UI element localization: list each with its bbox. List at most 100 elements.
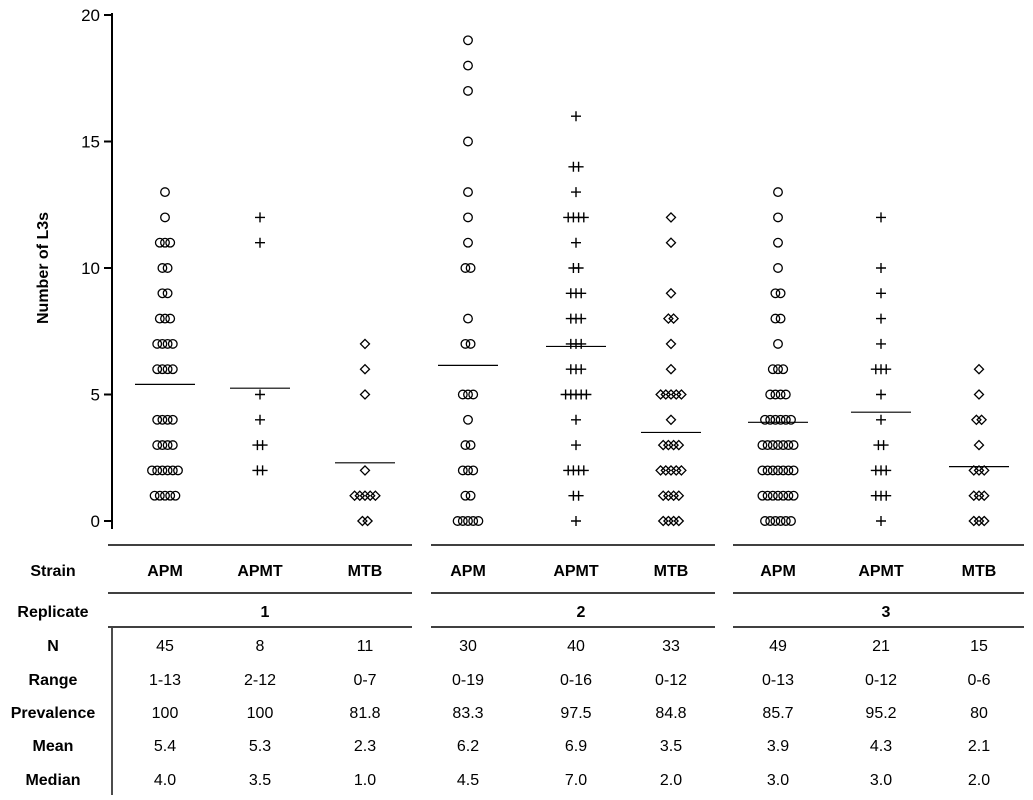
circle-point: [465, 338, 476, 349]
circle-point: [157, 465, 168, 476]
circle-point: [463, 60, 473, 71]
circle-point: [157, 338, 168, 349]
cell-prevalence: 83.3: [452, 705, 483, 722]
circle-point: [162, 414, 173, 425]
plus-point: [878, 440, 889, 451]
diamond-point: [976, 414, 988, 426]
row-label-prevalence: Prevalence: [11, 705, 96, 722]
circle-point: [154, 237, 165, 248]
mean-lines: [135, 345, 1009, 468]
circle-point: [767, 440, 778, 451]
plus-point: [255, 237, 265, 248]
cell-prevalence: 95.2: [865, 705, 896, 722]
circle-point: [465, 490, 476, 501]
diamond-point: [973, 439, 985, 451]
circle-point: [157, 440, 168, 451]
plus-point: [581, 389, 592, 400]
circle-point: [157, 414, 168, 425]
cell-mean: 4.3: [870, 738, 892, 755]
y-axis: 0 5 10 15 20: [81, 6, 113, 531]
circle-point: [775, 389, 786, 400]
cell-mean: 2.1: [968, 738, 990, 755]
strain-label: APMT: [858, 563, 904, 580]
circle-point: [468, 516, 479, 526]
circle-point: [783, 440, 794, 451]
cell-range: 0-6: [967, 672, 990, 689]
summary-table: Strain Replicate N Range Prevalence Mean Media…: [11, 544, 1024, 795]
plus-point: [576, 313, 587, 324]
circle-point: [160, 187, 170, 198]
cell-range: 1-13: [149, 672, 181, 689]
circle-point: [162, 288, 173, 299]
cell-n: 49: [769, 638, 787, 655]
cell-n: 8: [256, 638, 265, 655]
cell-range: 0-16: [560, 672, 592, 689]
plus-point: [257, 440, 268, 451]
plus-point: [876, 313, 886, 324]
circle-point: [788, 465, 799, 476]
circle-point: [465, 263, 476, 273]
cell-median: 2.0: [660, 772, 682, 789]
circle-point: [788, 490, 799, 501]
diamond-point: [973, 389, 985, 400]
circle-point: [773, 364, 783, 375]
plus-point: [578, 212, 589, 223]
circle-point: [154, 490, 165, 501]
circle-point: [162, 364, 173, 375]
circle-point: [760, 516, 770, 526]
plus-point: [576, 364, 587, 375]
circle-point: [162, 440, 173, 451]
plus-point: [573, 161, 584, 172]
circle-point: [765, 516, 776, 526]
row-label-median: Median: [25, 772, 80, 789]
circle-point: [167, 440, 178, 451]
strain-label: APM: [147, 563, 183, 580]
plus-point: [571, 187, 581, 198]
cell-median: 1.0: [354, 772, 376, 789]
cell-n: 21: [872, 638, 890, 655]
diamond-point: [362, 515, 374, 527]
strain-label: MTB: [654, 563, 689, 580]
circle-point: [457, 516, 468, 526]
plus-point: [881, 490, 892, 501]
circle-point: [173, 465, 183, 476]
circle-point: [757, 465, 768, 476]
cell-prevalence: 100: [247, 705, 274, 722]
y-tick-label: 20: [81, 6, 100, 25]
circle-point: [160, 237, 170, 248]
circle-point: [762, 440, 773, 451]
circle-point: [165, 237, 176, 248]
diamond-point: [673, 515, 685, 527]
circle-point: [162, 338, 173, 349]
cell-range: 0-12: [865, 672, 897, 689]
row-label-strain: Strain: [30, 563, 75, 580]
plus-point: [573, 490, 584, 501]
circle-point: [786, 516, 796, 526]
circle-point: [160, 313, 170, 324]
circle-point: [760, 414, 770, 425]
cell-n: 30: [459, 638, 477, 655]
circle-point: [473, 516, 484, 526]
diamond-point: [359, 464, 371, 476]
plus-point: [255, 414, 265, 425]
circle-point: [463, 212, 473, 223]
diamond-point: [978, 515, 990, 527]
circle-point: [773, 187, 783, 198]
strain-label: MTB: [962, 563, 997, 580]
cell-median: 4.5: [457, 772, 479, 789]
circle-point: [167, 338, 178, 349]
diamond-point: [359, 389, 371, 400]
circle-point: [463, 85, 473, 96]
circle-point: [460, 263, 471, 273]
circle-point: [463, 414, 473, 425]
replicate-number: 1: [261, 604, 270, 621]
circle-point: [152, 338, 163, 349]
circle-point: [157, 364, 168, 375]
diamond-point: [359, 338, 371, 350]
cell-prevalence: 84.8: [655, 705, 686, 722]
circle-point: [757, 490, 768, 501]
circle-point: [780, 389, 791, 400]
y-tick-label: 10: [81, 259, 100, 278]
circle-point: [773, 465, 783, 476]
strain-label: APMT: [237, 563, 283, 580]
